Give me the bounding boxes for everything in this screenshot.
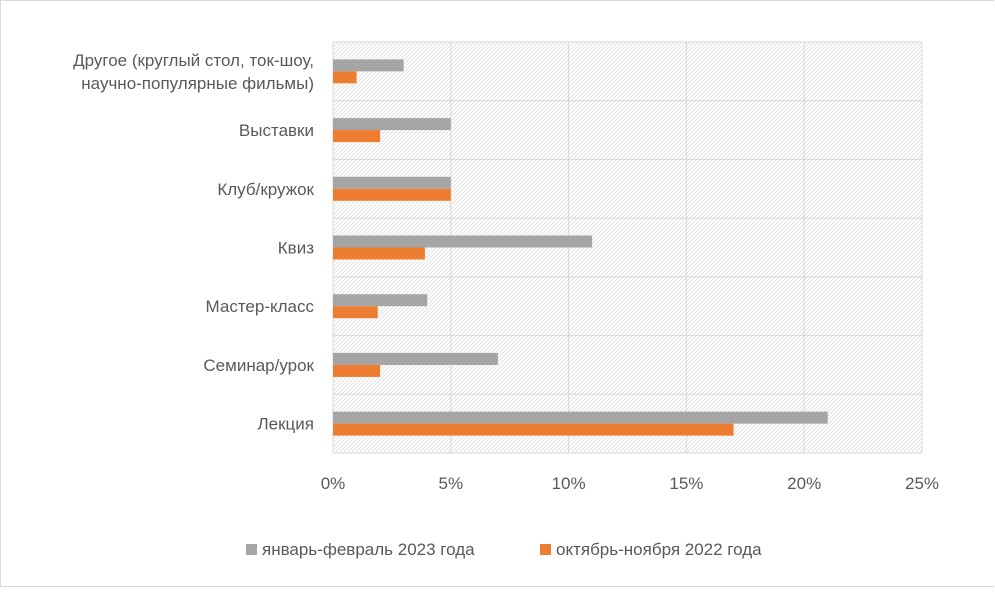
bar-oct-nov-2022 bbox=[333, 71, 357, 84]
legend-label: октябрь-ноября 2022 года bbox=[556, 540, 762, 559]
x-tick-label: 5% bbox=[439, 474, 464, 493]
bar-jan-feb-2023 bbox=[333, 294, 428, 307]
bar-jan-feb-2023 bbox=[333, 411, 828, 424]
category-label: Выставки bbox=[239, 121, 314, 140]
x-tick-label: 20% bbox=[787, 474, 821, 493]
category-label: Квиз bbox=[278, 239, 314, 258]
x-tick-label: 15% bbox=[669, 474, 703, 493]
bar-oct-nov-2022 bbox=[333, 247, 425, 260]
x-tick-label: 0% bbox=[321, 474, 346, 493]
bar-oct-nov-2022 bbox=[333, 188, 451, 201]
legend-swatch bbox=[540, 544, 551, 555]
x-tick-label: 25% bbox=[905, 474, 939, 493]
bar-oct-nov-2022 bbox=[333, 423, 734, 436]
category-label: Другое (круглый стол, ток-шоу, bbox=[73, 51, 314, 70]
legend-label: январь-февраль 2023 года bbox=[262, 540, 475, 559]
category-label: Семинар/урок bbox=[203, 356, 314, 375]
bar-jan-feb-2023 bbox=[333, 235, 593, 248]
bar-oct-nov-2022 bbox=[333, 306, 378, 319]
category-label: Клуб/кружок bbox=[217, 180, 314, 199]
bar-jan-feb-2023 bbox=[333, 59, 404, 72]
bar-oct-nov-2022 bbox=[333, 130, 381, 143]
category-label: научно-популярные фильмы) bbox=[81, 74, 314, 93]
bar-jan-feb-2023 bbox=[333, 352, 498, 365]
legend-swatch bbox=[246, 544, 257, 555]
bar-jan-feb-2023 bbox=[333, 176, 451, 189]
bar-jan-feb-2023 bbox=[333, 118, 451, 131]
bar-oct-nov-2022 bbox=[333, 364, 381, 377]
category-label: Лекция bbox=[258, 415, 315, 434]
x-tick-label: 10% bbox=[552, 474, 586, 493]
category-label: Мастер-класс bbox=[206, 297, 315, 316]
